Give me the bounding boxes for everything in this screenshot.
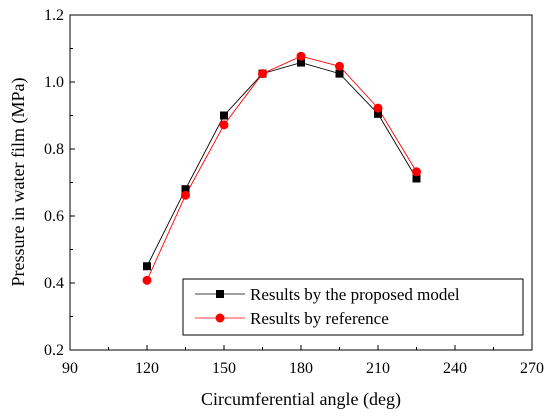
- x-tick-label: 120: [135, 360, 159, 377]
- x-tick-label: 270: [520, 360, 544, 377]
- legend-label-model: Results by the proposed model: [250, 285, 460, 304]
- legend-marker-reference: [215, 313, 225, 323]
- y-tick-label: 0.4: [44, 275, 64, 292]
- data-point-1: [412, 167, 421, 177]
- x-tick-label: 180: [289, 360, 313, 377]
- x-tick-label: 150: [212, 360, 236, 377]
- x-axis-label: Circumferential angle (deg): [201, 389, 401, 410]
- data-point-0: [220, 111, 228, 120]
- data-point-1: [296, 51, 306, 61]
- series-line-0: [146, 62, 417, 267]
- legend-box: [182, 278, 524, 336]
- data-point-0: [374, 109, 382, 118]
- data-point-1: [373, 103, 383, 113]
- y-tick-label: 0.6: [44, 208, 64, 225]
- x-tick-label: 240: [443, 360, 467, 377]
- y-tick-label: 1.0: [44, 74, 64, 91]
- data-point-1: [142, 275, 152, 285]
- data-point-1: [258, 69, 267, 79]
- x-tick-label: 210: [366, 360, 390, 377]
- x-axis-ticks: 90 120 150 180 210 240 270: [62, 345, 544, 377]
- legend-label-reference: Results by reference: [250, 309, 389, 328]
- data-point-0: [297, 58, 305, 67]
- y-tick-label: 0.8: [44, 141, 64, 158]
- series-line-1: [146, 55, 417, 281]
- data-point-0: [335, 69, 344, 78]
- y-axis-ticks: 0.2 0.4 0.6 0.8 1.0 1.2: [44, 7, 75, 359]
- data-point-0: [143, 262, 151, 271]
- data-point-1: [335, 61, 344, 71]
- y-tick-label: 1.2: [44, 7, 64, 24]
- y-tick-label: 0.2: [44, 342, 64, 359]
- x-tick-label: 90: [62, 360, 78, 377]
- data-point-0: [181, 185, 190, 194]
- series-layer: [142, 51, 421, 285]
- data-point-1: [219, 120, 229, 130]
- data-point-0: [412, 174, 421, 183]
- data-point-1: [181, 190, 190, 200]
- y-axis-label: Pressure in water film (MPa): [8, 78, 29, 287]
- legend: Results by the proposed model Results by…: [182, 278, 524, 336]
- legend-marker-model: [216, 290, 224, 298]
